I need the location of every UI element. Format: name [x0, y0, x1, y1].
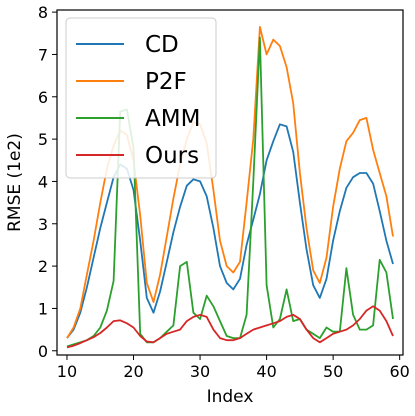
- plot-frame: [56, 9, 404, 356]
- legend-label-p2f: P2F: [145, 69, 187, 95]
- legend-label-ours: Ours: [145, 143, 199, 169]
- legend-box: [65, 17, 217, 179]
- legend: CD P2F AMM Ours: [65, 17, 217, 179]
- x-tick-label: 40: [256, 362, 276, 381]
- y-tick-label: 3: [38, 215, 48, 234]
- y-axis-title: RMSE (1e2): [5, 133, 25, 232]
- y-tick-label: 5: [38, 130, 48, 149]
- x-tick-label: 30: [190, 362, 210, 381]
- y-tick-label: 7: [38, 45, 48, 64]
- x-tick-label: 50: [323, 362, 343, 381]
- y-tick-label: 6: [38, 88, 48, 107]
- x-tick-label: 20: [123, 362, 143, 381]
- legend-label-amm: AMM: [145, 106, 200, 132]
- x-axis: 10 20 30 40 50 60: [57, 355, 410, 381]
- x-tick-label: 10: [57, 362, 77, 381]
- y-tick-label: 4: [38, 172, 48, 191]
- legend-label-cd: CD: [145, 32, 179, 58]
- y-tick-label: 0: [38, 342, 48, 361]
- y-axis: 0 1 2 3 4 5 6 7 8: [38, 3, 57, 361]
- y-tick-label: 8: [38, 3, 48, 22]
- x-tick-label: 60: [389, 362, 409, 381]
- y-tick-label: 1: [38, 299, 48, 318]
- y-tick-label: 2: [38, 257, 48, 276]
- series-line-ours: [66, 305, 394, 349]
- x-axis-title: Index: [207, 387, 254, 407]
